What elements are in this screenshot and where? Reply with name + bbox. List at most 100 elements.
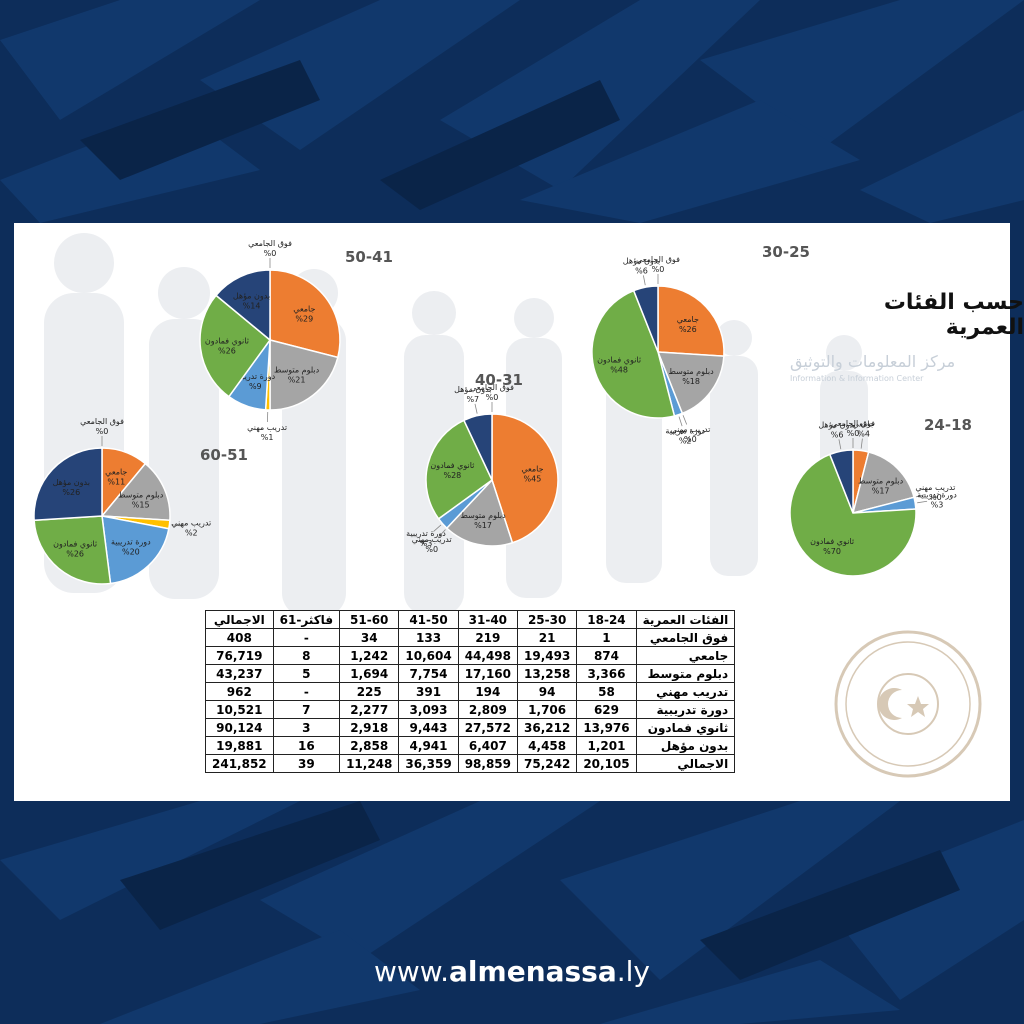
slice-value-label: %2 bbox=[679, 437, 692, 446]
slice-value-label: %14 bbox=[243, 302, 261, 311]
slice-category-label: جامعي bbox=[105, 467, 127, 476]
table-cell: 94 bbox=[516, 682, 578, 701]
table-cell: 5 bbox=[272, 664, 341, 683]
table-cell: 31-40 bbox=[457, 610, 519, 629]
slice-category-label: دبلوم متوسط bbox=[858, 476, 904, 485]
slice-value-label: %11 bbox=[107, 477, 125, 486]
slice-category-label: تدريب مهني bbox=[915, 483, 955, 492]
table-cell: 4,458 bbox=[516, 736, 578, 755]
table-cell: 25-30 bbox=[516, 610, 578, 629]
table-row: 241,852 39 11,248 36,359 98,859 75,242 20,105 ا… bbox=[205, 754, 736, 773]
leader-line bbox=[642, 275, 646, 286]
slice-value-label: %26 bbox=[679, 325, 697, 334]
row-label-cell: الاجمالي bbox=[635, 754, 736, 773]
table-cell: - bbox=[272, 682, 341, 701]
table-cell: 36,359 bbox=[398, 754, 459, 773]
table-cell: 76,719 bbox=[205, 646, 274, 665]
table-cell: 2,277 bbox=[339, 700, 400, 719]
table-cell: 225 bbox=[339, 682, 400, 701]
slice-value-label: %6 bbox=[831, 431, 844, 440]
table-cell: 18-24 bbox=[576, 610, 637, 629]
row-label-cell: الفئات العمرية bbox=[635, 610, 736, 629]
table-cell: 8 bbox=[272, 646, 341, 665]
row-label-cell: تدريب مهني bbox=[635, 682, 736, 701]
table-cell: 133 bbox=[398, 628, 459, 647]
slice-value-label: %28 bbox=[443, 471, 461, 480]
pie-slice bbox=[828, 449, 854, 514]
slice-value-label: %0 bbox=[929, 493, 942, 502]
slice-value-label: %0 bbox=[684, 435, 697, 444]
slice-value-label: %26 bbox=[66, 549, 84, 558]
slice-category-label: دورة تدريبية bbox=[917, 491, 957, 500]
table-cell: 194 bbox=[457, 682, 519, 701]
slice-category-label: فوق الجامعي bbox=[636, 255, 680, 264]
table-cell: 10,604 bbox=[398, 646, 459, 665]
slice-category-label: دبلوم متوسط bbox=[118, 490, 164, 499]
leader-line bbox=[438, 529, 446, 538]
pie-slice bbox=[656, 351, 725, 415]
table-row: 43,237 5 1,694 7,754 17,160 13,258 3,366 دبلوم … bbox=[205, 664, 736, 683]
slice-value-label: %48 bbox=[610, 366, 628, 375]
table-cell: 11,248 bbox=[339, 754, 400, 773]
pie-title: 24-18 bbox=[924, 416, 972, 434]
slice-category-label: فوق الجامعي bbox=[470, 383, 514, 392]
pie-slice bbox=[491, 413, 559, 544]
footer-url[interactable]: www.almenassa.ly bbox=[0, 955, 1024, 988]
table-cell: 7 bbox=[272, 700, 341, 719]
slice-category-label: تدريب مهني bbox=[670, 425, 710, 434]
slice-value-label: %18 bbox=[682, 377, 700, 386]
slice-category-label: دبلوم متوسط bbox=[669, 367, 715, 376]
slice-value-label: %0 bbox=[847, 429, 860, 438]
pie-slice bbox=[591, 289, 676, 419]
table-cell: 874 bbox=[576, 646, 637, 665]
leader-line bbox=[682, 415, 688, 425]
table-cell: 1,694 bbox=[339, 664, 400, 683]
table-cell: 3,093 bbox=[398, 700, 459, 719]
footer-suffix: .ly bbox=[616, 955, 650, 988]
table-cell: 34 bbox=[339, 628, 400, 647]
slice-value-label: %21 bbox=[288, 375, 306, 384]
pie-slice bbox=[269, 339, 339, 411]
table-cell: 58 bbox=[576, 682, 637, 701]
slice-value-label: %45 bbox=[524, 475, 542, 484]
row-label-cell: فوق الجامعي bbox=[635, 628, 736, 647]
pie-slice bbox=[657, 285, 725, 357]
table-cell: 61-فاكثر bbox=[272, 610, 341, 629]
slice-category-label: تدريب مهني bbox=[247, 423, 287, 432]
leader-line bbox=[474, 403, 478, 414]
leader-line bbox=[860, 438, 863, 449]
slice-category-label: جامعي bbox=[677, 315, 699, 324]
table-row: 19,881 16 2,858 4,941 6,407 4,458 1,201 بدون مؤ… bbox=[205, 736, 736, 755]
pie-slice bbox=[215, 269, 271, 342]
table-row: 408-34 133 219 21 1 فوق الجامعي bbox=[205, 628, 736, 647]
slice-value-label: %3 bbox=[420, 539, 433, 548]
pie-slice bbox=[462, 413, 493, 481]
slice-category-label: بدون مؤهل bbox=[233, 292, 270, 301]
data-table: الاجمالي 61-فاكثر 51-60 41-50 31-40 25-30 18-2… bbox=[205, 610, 736, 773]
slice-value-label: %6 bbox=[635, 267, 648, 276]
slice-value-label: %4 bbox=[857, 430, 870, 439]
table-cell: 98,859 bbox=[457, 754, 519, 773]
slice-value-label: %1 bbox=[261, 433, 274, 442]
footer-prefix: www. bbox=[374, 955, 450, 988]
slice-category-label: بدون مؤهل bbox=[623, 257, 660, 266]
slice-value-label: %3 bbox=[931, 501, 944, 510]
table-cell: 4,941 bbox=[398, 736, 459, 755]
slice-value-label: %20 bbox=[122, 548, 140, 557]
seal-watermark bbox=[834, 630, 982, 778]
slice-category-label: جامعي bbox=[293, 304, 315, 313]
pie-chart-3: 60-51 فوق الجامعي%0 جامعي%11 دبلوم متوسط%15… bbox=[33, 417, 248, 585]
table-cell: 36,212 bbox=[516, 718, 578, 737]
slice-value-label: %26 bbox=[62, 488, 80, 497]
chart-heading: حسب الفئات العمرية bbox=[883, 290, 1024, 340]
pie-slice bbox=[425, 419, 493, 520]
slice-value-label: %2 bbox=[185, 528, 198, 537]
table-row: 962-225 391 194 94 58 تدريب مهني bbox=[205, 682, 736, 701]
table-cell: 43,237 bbox=[205, 664, 274, 683]
slice-category-label: دبلوم متوسط bbox=[274, 365, 320, 374]
slice-category-label: دورة تدريبية bbox=[665, 427, 705, 436]
leader-line bbox=[433, 524, 442, 532]
